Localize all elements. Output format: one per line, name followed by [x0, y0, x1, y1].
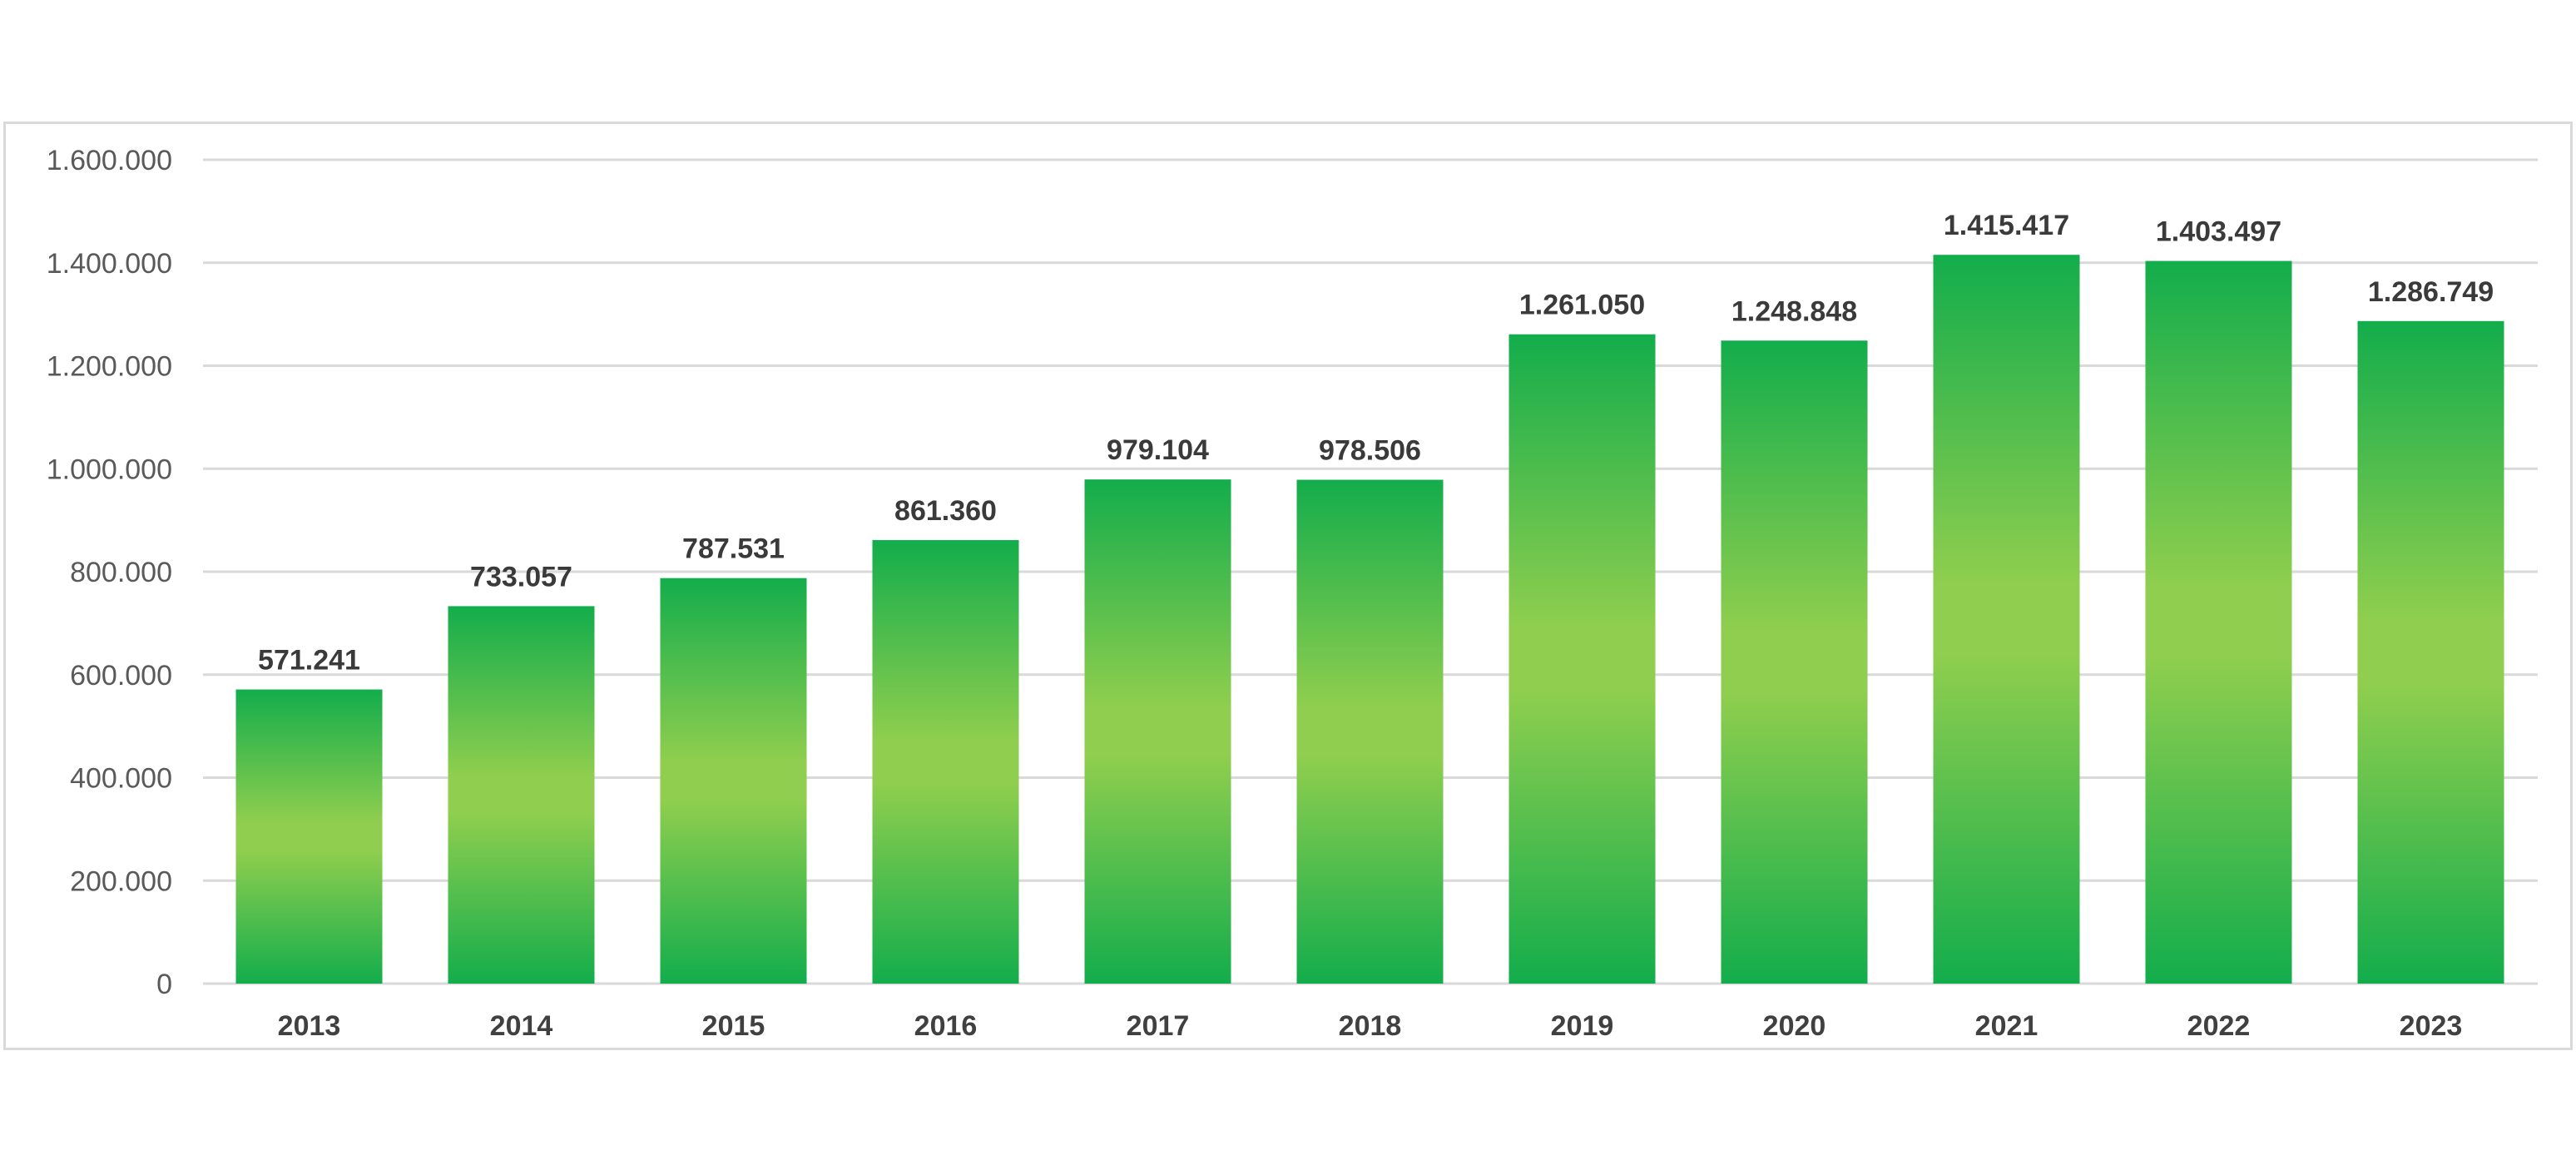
- data-labels: 571.241 733.057 787.531 861.360 979.104 978.5…: [258, 210, 2494, 676]
- y-tick-label: 1.000.000: [47, 454, 172, 485]
- y-tick-label: 1.400.000: [47, 248, 172, 280]
- x-tick-label-2020: 2020: [1763, 1010, 1826, 1042]
- x-tick-label-2014: 2014: [490, 1010, 553, 1042]
- bar-2021: [1933, 255, 2080, 984]
- bar-2023: [2357, 320, 2504, 984]
- y-tick-label: 0: [156, 969, 172, 1000]
- y-tick-label: 1.600.000: [47, 145, 172, 176]
- x-tick-label-2013: 2013: [278, 1010, 341, 1042]
- bar-2014: [448, 606, 595, 984]
- y-tick-label: 600.000: [70, 660, 172, 692]
- x-tick-label-2016: 2016: [914, 1010, 978, 1042]
- data-label-2018: 978.506: [1319, 435, 1421, 467]
- y-axis: 0 200.000 400.000 600.000 800.000 1.000.000 1.…: [47, 145, 172, 1000]
- data-label-2015: 787.531: [682, 533, 785, 565]
- x-tick-label-2015: 2015: [702, 1010, 765, 1042]
- data-label-2022: 1.403.497: [2156, 216, 2281, 248]
- bar-2018: [1296, 479, 1444, 984]
- bar-2016: [872, 540, 1019, 984]
- x-tick-label-2023: 2023: [2400, 1010, 2463, 1042]
- data-label-2020: 1.248.848: [1731, 295, 1857, 327]
- bar-2015: [660, 578, 807, 984]
- y-tick-label: 400.000: [70, 763, 172, 795]
- y-tick-label: 200.000: [70, 865, 172, 897]
- x-tick-label-2017: 2017: [1127, 1010, 1190, 1042]
- bar-2019: [1508, 334, 1656, 984]
- bar-2013: [235, 689, 383, 984]
- bar-2022: [2145, 260, 2292, 984]
- y-tick-label: 1.200.000: [47, 351, 172, 383]
- data-label-2023: 1.286.749: [2368, 276, 2494, 308]
- data-label-2016: 861.360: [894, 495, 997, 527]
- x-tick-label-2018: 2018: [1339, 1010, 1402, 1042]
- x-tick-label-2021: 2021: [1975, 1010, 2039, 1042]
- x-tick-label-2022: 2022: [2187, 1010, 2251, 1042]
- data-label-2021: 1.415.417: [1944, 210, 2069, 241]
- bars: [235, 255, 2504, 984]
- data-label-2014: 733.057: [470, 561, 572, 592]
- data-label-2019: 1.261.050: [1519, 290, 1645, 321]
- x-axis: 2013 2014 2015 2016 2017 2018 2019 2020 2021 2022…: [278, 1010, 2463, 1042]
- bar-2020: [1721, 340, 1868, 984]
- y-tick-label: 800.000: [70, 557, 172, 588]
- x-tick-label-2019: 2019: [1551, 1010, 1614, 1042]
- bar-2017: [1084, 479, 1231, 984]
- data-label-2013: 571.241: [258, 645, 360, 677]
- data-label-2017: 979.104: [1107, 434, 1209, 466]
- chart-frame: [3, 121, 2573, 1050]
